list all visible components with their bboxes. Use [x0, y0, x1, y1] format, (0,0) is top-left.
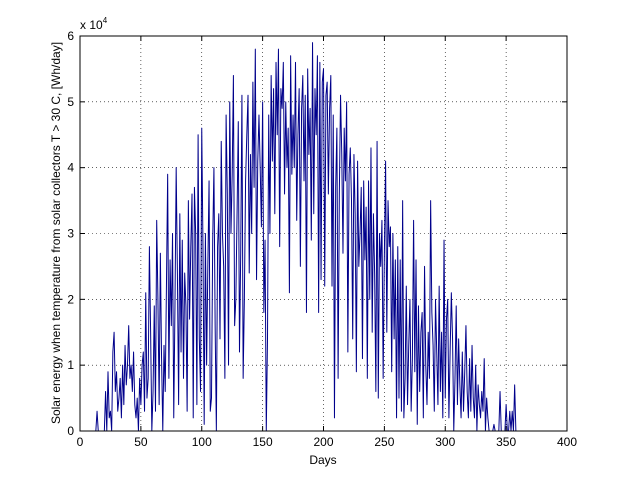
y-exponent-label: x 104 [80, 16, 108, 32]
series-line [81, 42, 525, 432]
y-axis-label: Solar energy when temperature from solar… [49, 42, 63, 424]
x-tick-label: 50 [134, 435, 148, 449]
x-tick-label: 100 [192, 435, 212, 449]
y-tick-label: 5 [67, 95, 74, 109]
x-tick-label: 350 [496, 435, 516, 449]
y-tick-label: 3 [67, 227, 74, 241]
tick-labels: 0 50 100 150 200 250 300 350 400 0 1 2 3 4 5 6 [67, 29, 577, 449]
x-tick-label: 0 [77, 435, 84, 449]
x-axis-label: Days [309, 453, 336, 467]
y-tick-label: 1 [67, 358, 74, 372]
y-exponent-power: 4 [103, 16, 108, 25]
y-tick-label: 4 [67, 161, 74, 175]
y-tick-label: 0 [67, 424, 74, 438]
ticks [79, 35, 568, 432]
x-tick-label: 150 [253, 435, 273, 449]
x-tick-label: 200 [313, 435, 333, 449]
x-tick-label: 400 [557, 435, 577, 449]
x-tick-label: 300 [435, 435, 455, 449]
y-tick-label: 2 [67, 292, 74, 306]
y-tick-label: 6 [67, 29, 74, 43]
x-tick-label: 250 [374, 435, 394, 449]
